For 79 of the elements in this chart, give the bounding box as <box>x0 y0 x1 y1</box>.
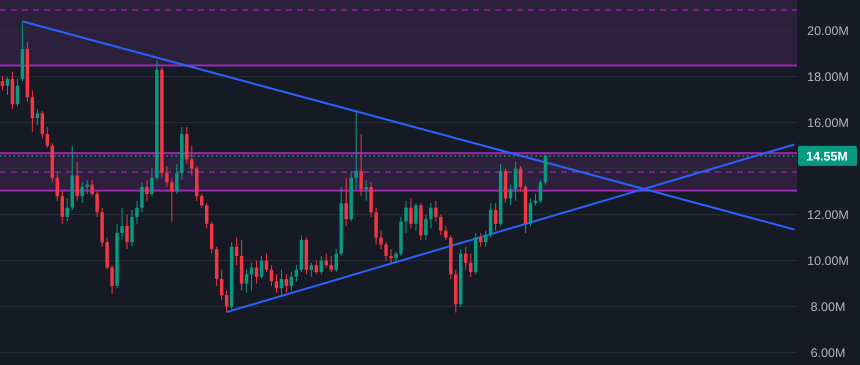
candlestick <box>364 180 368 202</box>
candlestick <box>224 290 228 313</box>
candlestick <box>330 255 333 273</box>
candlestick <box>110 264 114 294</box>
candlestick <box>254 260 258 284</box>
candlestick <box>46 126 50 148</box>
candlestick <box>80 182 84 204</box>
candlestick <box>514 161 518 202</box>
candlestick <box>294 264 298 282</box>
candlestick <box>429 202 433 229</box>
candlestick <box>244 269 248 294</box>
y-tick-label: 8.00M <box>810 300 846 314</box>
candlestick <box>518 166 522 192</box>
candlestick <box>424 214 428 240</box>
candlestick <box>290 272 294 291</box>
candlestick <box>60 191 64 224</box>
candlestick <box>394 250 398 264</box>
candlestick <box>190 145 194 176</box>
candlestick <box>120 207 124 240</box>
ref-line-label: 14.55M <box>806 149 848 164</box>
y-tick-label: 6.00M <box>810 346 846 360</box>
candlestick <box>6 76 10 96</box>
candlestick <box>145 180 149 202</box>
candlestick <box>494 202 498 232</box>
candlestick <box>384 242 388 262</box>
candlestick <box>125 214 129 250</box>
candlestick <box>478 232 482 248</box>
candlestick <box>409 198 413 229</box>
candlestick <box>464 246 468 270</box>
candlestick <box>56 172 60 202</box>
candlestick <box>404 200 408 234</box>
candlestick <box>280 269 284 296</box>
candlestick <box>414 202 418 232</box>
candlestick <box>16 78 20 107</box>
candlestick <box>140 182 144 213</box>
candlestick <box>270 264 274 286</box>
candlestick <box>90 180 94 197</box>
candlestick <box>444 226 448 240</box>
candlestick <box>36 108 40 126</box>
candlestick <box>434 200 438 222</box>
candlestick <box>175 163 179 194</box>
candlestick <box>344 177 348 227</box>
y-tick-label: 20.00M <box>807 24 849 38</box>
candlestick <box>484 230 488 248</box>
candlestick <box>75 161 79 202</box>
candlestick <box>359 134 363 197</box>
candlestick <box>334 248 338 273</box>
candlestick <box>508 184 512 206</box>
candlestick <box>85 180 89 194</box>
y-tick-label: 12.00M <box>807 208 849 222</box>
candlestick <box>40 110 44 140</box>
candlestick <box>95 191 99 218</box>
candlestick <box>284 274 288 294</box>
candlestick <box>200 193 204 208</box>
candlestick <box>165 166 169 188</box>
candlestick <box>274 274 278 294</box>
candlestick <box>250 262 254 291</box>
candlestick <box>220 269 224 300</box>
candlestick <box>314 260 318 275</box>
candlestick <box>538 180 542 204</box>
candlestick <box>389 248 393 264</box>
candlestick <box>310 262 314 278</box>
candlestick <box>468 253 472 278</box>
candlestick <box>379 230 383 250</box>
candlestick <box>324 253 328 268</box>
y-tick-label: 10.00M <box>807 254 849 268</box>
candlestick <box>30 90 34 132</box>
y-tick-label: 16.00M <box>807 116 849 130</box>
candlestick <box>204 202 208 229</box>
candlestick <box>150 168 154 197</box>
candlestick <box>0 76 4 91</box>
candlestick <box>66 198 69 222</box>
candlestick <box>260 255 264 280</box>
candlestick <box>170 177 174 222</box>
candlestick <box>234 237 238 266</box>
candlestick <box>439 214 443 236</box>
candlestick <box>320 255 324 275</box>
y-tick-label: 18.00M <box>807 70 849 84</box>
candlestick <box>135 200 139 224</box>
